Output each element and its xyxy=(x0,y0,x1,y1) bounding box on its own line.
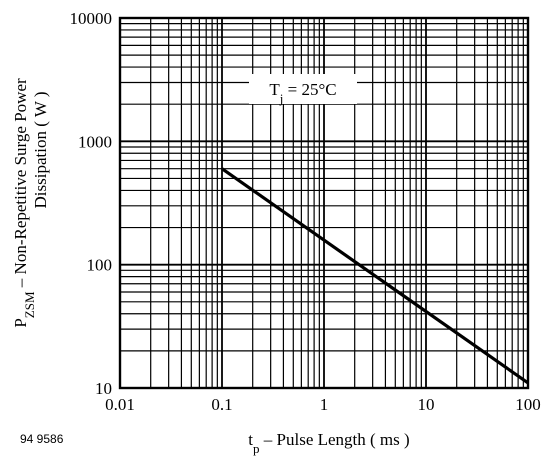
annotation-rest: = 25°C xyxy=(283,80,336,99)
x-tick-label: 0.1 xyxy=(211,395,232,414)
x-tick-label: 0.01 xyxy=(105,395,135,414)
annotation-text: Tj = 25°C xyxy=(269,80,336,106)
figure-id: 94 9586 xyxy=(20,432,64,446)
grid-lines xyxy=(120,18,528,388)
annotation-background xyxy=(249,74,357,104)
y-tick-label: 10000 xyxy=(70,9,113,28)
x-axis-label-sub: p xyxy=(253,441,260,456)
x-axis-label-rest: – Pulse Length ( ms ) xyxy=(260,430,410,449)
y-axis-label-rest: – Non-Repetitive Surge Power xyxy=(11,78,30,291)
annotation-sub: j xyxy=(279,91,284,106)
y-axis-label-main: P xyxy=(11,318,30,327)
y-tick-label: 10 xyxy=(95,379,112,398)
y-axis-label-line2: Dissipation ( W ) xyxy=(31,92,50,209)
y-tick-label: 1000 xyxy=(78,132,112,151)
y-tick-labels: 10 100 1000 10000 xyxy=(70,9,113,398)
annotation-main: T xyxy=(269,80,280,99)
y-axis-label-sub: ZSM xyxy=(22,291,37,318)
x-axis-label: tp – Pulse Length ( ms ) xyxy=(248,430,409,456)
x-tick-label: 10 xyxy=(418,395,435,414)
x-tick-labels: 0.01 0.1 1 10 100 xyxy=(105,395,541,414)
plot-frame xyxy=(118,16,530,390)
series-group xyxy=(221,167,529,385)
x-tick-label: 100 xyxy=(515,395,541,414)
x-tick-label: 1 xyxy=(320,395,329,414)
y-tick-label: 100 xyxy=(87,256,113,275)
series-line xyxy=(221,167,529,385)
y-axis-label-line1: PZSM – Non-Repetitive Surge Power xyxy=(11,78,37,328)
x-axis-label-main: t xyxy=(248,430,253,449)
annotation-box: Tj = 25°C xyxy=(249,74,357,106)
